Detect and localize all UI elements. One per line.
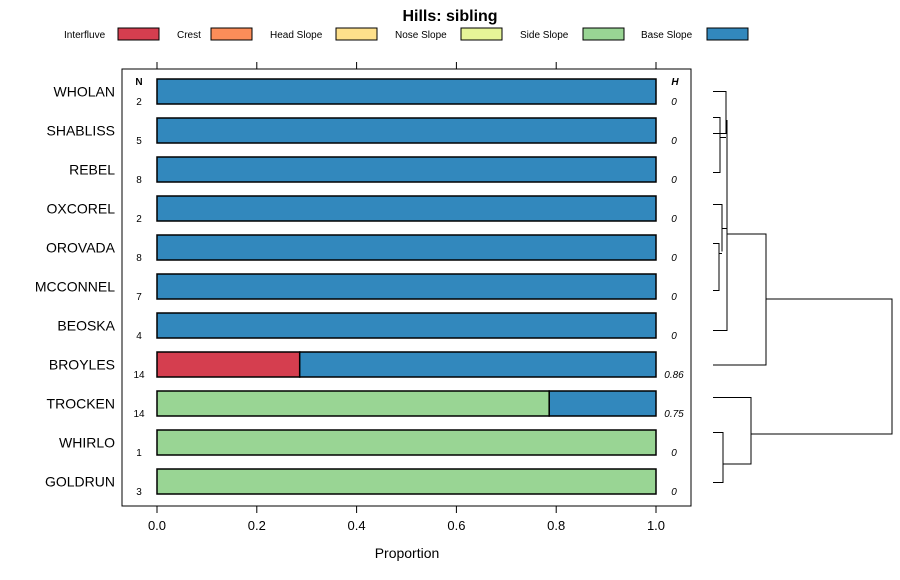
category-label-beoska: BEOSKA (57, 318, 115, 334)
n-value: 5 (136, 136, 142, 147)
h-value: 0 (671, 331, 677, 342)
bar-segment-shabliss-base-slope (156, 117, 657, 144)
h-value: 0 (671, 175, 677, 186)
x-tick-label: 0.8 (547, 518, 565, 533)
dendrogram-branch (713, 204, 723, 252)
dendrogram-branch (751, 298, 893, 435)
category-label-oxcorel: OXCOREL (47, 201, 116, 217)
bar-segment-oxcorel-base-slope (156, 195, 657, 222)
bar-segment-broyles-base-slope (298, 351, 657, 378)
legend-swatch-interfluve (117, 27, 160, 41)
x-tick-label: 0.6 (447, 518, 465, 533)
legend-label-interfluve: Interfluve (64, 30, 106, 41)
category-label-whirlo: WHIRLO (59, 435, 115, 451)
dendrogram-branch (713, 243, 720, 291)
bar-segment-goldrun-side-slope (156, 468, 657, 495)
legend-swatch-nose-slope (460, 27, 503, 41)
category-label-mcconnel: MCCONNEL (35, 279, 115, 295)
x-tick-label: 1.0 (647, 518, 665, 533)
dendrogram-branch (713, 432, 724, 483)
legend-swatch-base-slope (706, 27, 749, 41)
x-axis: 0.0 0.2 0.4 0.6 0.8 1.0 (148, 62, 665, 533)
category-label-trocken: TROCKEN (47, 396, 115, 412)
h-value: 0.86 (664, 370, 684, 381)
n-value: 14 (133, 370, 145, 381)
category-label-broyles: BROYLES (49, 357, 115, 373)
legend-swatch-head-slope (335, 27, 378, 41)
dendrogram-branch (713, 397, 752, 465)
h-column-header: H (671, 77, 679, 88)
x-axis-label: Proportion (375, 545, 440, 561)
h-value: 0 (671, 448, 677, 459)
dendrogram (713, 91, 893, 483)
h-value: 0 (671, 487, 677, 498)
x-tick-label: 0.4 (348, 518, 366, 533)
h-value: 0 (671, 292, 677, 303)
bar-segment-broyles-interfluve (156, 351, 301, 378)
category-label-wholan: WHOLAN (54, 84, 115, 100)
n-value: 14 (133, 409, 145, 420)
h-value: 0.75 (664, 409, 684, 420)
n-value: 8 (136, 253, 142, 264)
bar-segment-trocken-base-slope (548, 390, 657, 417)
n-column-header: N (135, 77, 142, 88)
bar-segment-rebel-base-slope (156, 156, 657, 183)
n-value: 7 (136, 292, 142, 303)
legend-label-side-slope: Side Slope (520, 30, 569, 41)
bar-segment-wholan-base-slope (156, 78, 657, 105)
n-value: 3 (136, 487, 142, 498)
bar-segment-orovada-base-slope (156, 234, 657, 261)
bar-segment-beoska-base-slope (156, 312, 657, 339)
category-label-shabliss: SHABLISS (47, 123, 115, 139)
bar-segment-trocken-side-slope (156, 390, 550, 417)
h-value: 0 (671, 214, 677, 225)
dendrogram-branch (713, 117, 721, 173)
bar-segment-whirlo-side-slope (156, 429, 657, 456)
n-value: 4 (136, 331, 142, 342)
legend-label-base-slope: Base Slope (641, 30, 693, 41)
bars: WHOLAN 2 0 SHABLISS 5 0 REBEL 8 0 OXCOREL 2 0 OROVAD… (35, 78, 684, 498)
bar-segment-mcconnel-base-slope (156, 273, 657, 300)
legend-label-head-slope: Head Slope (270, 30, 323, 41)
category-label-goldrun: GOLDRUN (45, 474, 115, 490)
plot-frame (121, 68, 692, 507)
legend-swatch-crest (210, 27, 253, 41)
n-value: 1 (136, 448, 142, 459)
dendrogram-branch (713, 120, 728, 331)
category-label-orovada: OROVADA (46, 240, 116, 256)
n-value: 2 (136, 97, 142, 108)
n-value: 8 (136, 175, 142, 186)
category-label-rebel: REBEL (69, 162, 115, 178)
h-value: 0 (671, 253, 677, 264)
legend-label-nose-slope: Nose Slope (395, 30, 447, 41)
legend-swatch-side-slope (582, 27, 625, 41)
n-value: 2 (136, 214, 142, 225)
chart-title: Hills: sibling (402, 8, 497, 25)
legend-label-crest: Crest (177, 30, 201, 41)
h-value: 0 (671, 136, 677, 147)
x-tick-label: 0.0 (148, 518, 166, 533)
x-tick-label: 0.2 (248, 518, 266, 533)
legend: Interfluve Crest Head Slope Nose Slope Side … (64, 27, 749, 41)
h-value: 0 (671, 97, 677, 108)
